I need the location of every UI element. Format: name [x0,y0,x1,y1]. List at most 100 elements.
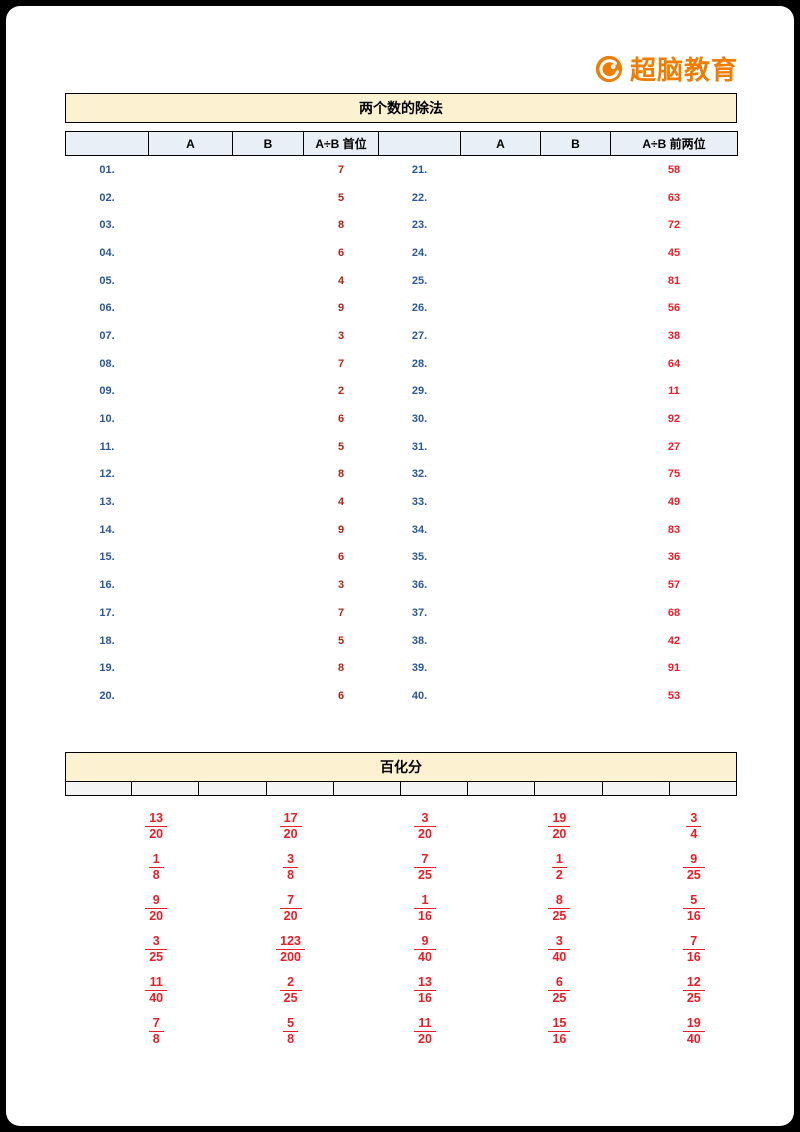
operand-b-right [541,516,611,544]
problem-number-right: 36. [411,579,428,592]
fraction-denominator: 16 [552,1032,567,1046]
strip-cell [265,781,334,796]
fraction-denominator: 25 [552,991,567,1005]
answer-first-two-digits: 68 [667,606,681,619]
operand-a-left [149,654,233,682]
operand-b-left [233,322,304,350]
table-row: 17. 7 37. 68 [66,599,738,627]
answer-first-two-digits: 57 [667,579,681,592]
operand-b-right [541,350,611,378]
fraction-answer: 8 25 [548,893,571,924]
problem-number-right: 39. [411,662,428,675]
column-header-blank-right [378,131,461,156]
operand-a-right [461,488,541,516]
fraction-answer: 7 8 [148,1016,164,1047]
answer-first-two-digits: 56 [667,302,681,315]
problem-number-left: 18. [99,634,115,647]
operand-b-right [541,433,611,461]
answer-first-digit: 7 [337,606,345,619]
problem-number-right: 34. [411,523,428,536]
fraction-denominator: 20 [149,827,164,841]
fraction-denominator: 20 [283,827,298,841]
operand-b-right [541,294,611,322]
fraction-numerator: 7 [682,934,705,950]
strip-cell [131,781,200,796]
fraction-denominator: 25 [418,868,432,882]
fraction-numerator: 17 [279,811,302,827]
fraction-numerator: 2 [279,975,302,991]
operand-a-left [149,322,233,350]
fraction-answer: 9 20 [145,893,168,924]
problem-number-left: 08. [99,357,115,370]
problem-number-left: 19. [99,662,115,675]
operand-a-left [149,267,233,295]
operand-b-left [233,433,304,461]
operand-a-right [461,433,541,461]
operand-b-left [233,184,304,212]
answer-first-digit: 6 [337,413,345,426]
fraction-denominator: 16 [418,909,432,923]
brand-logo-text: 超脑教育 [629,55,738,85]
worksheet-page: 超脑教育 两个数的除法 A B A÷B 首位 A B A÷B 前两位 [6,6,794,1126]
fraction-denominator: 40 [149,991,164,1005]
fraction-column: 13 20 1 8 9 20 3 25 11 40 7 8 [89,806,223,1052]
problem-number-right: 32. [411,468,428,481]
fraction-column: 17 20 3 8 7 20 123 200 2 25 5 8 [223,806,357,1052]
operand-b-left [233,405,304,433]
problem-number-left: 09. [99,385,115,398]
table-row: 07. 3 27. 38 [66,322,738,350]
operand-a-left [149,682,233,710]
answer-first-two-digits: 53 [667,689,681,702]
problem-number-right: 40. [411,689,428,702]
operand-b-right [541,488,611,516]
fraction-answer: 15 16 [548,1016,571,1047]
fraction-answer: 3 20 [414,811,436,842]
fraction-answer: 3 25 [145,934,168,965]
answer-first-digit: 8 [337,662,345,675]
operand-a-left [149,571,233,599]
operand-b-left [233,350,304,378]
operand-a-left [149,544,233,572]
problem-number-right: 21. [411,163,428,176]
problem-number-left: 02. [99,191,115,204]
strip-cell [65,781,133,796]
answer-first-two-digits: 45 [667,246,681,259]
problem-number-left: 01. [99,163,115,176]
fraction-answer: 11 40 [145,975,168,1006]
fraction-answer: 1 16 [414,893,436,924]
percent-answers: 13 20 1 8 9 20 3 25 11 40 7 8 17 20 3 8 … [65,796,737,1052]
operand-a-left [149,156,233,184]
problem-number-right: 22. [411,191,428,204]
answer-first-digit: 9 [337,523,345,536]
operand-b-left [233,239,304,267]
operand-b-right [541,627,611,655]
table-row: 01. 7 21. 58 [66,156,738,184]
fraction-numerator: 1 [414,893,436,909]
answer-first-two-digits: 11 [668,385,680,398]
operand-a-left [149,211,233,239]
answer-first-two-digits: 27 [667,440,681,453]
fraction-column: 3 20 7 25 1 16 9 40 13 16 11 20 [358,806,492,1052]
percent-header-strip [65,781,737,796]
fraction-answer: 17 20 [279,811,302,842]
fraction-numerator: 5 [682,893,705,909]
answer-first-digit: 5 [337,440,345,453]
fraction-denominator: 20 [283,909,298,923]
fraction-denominator: 20 [552,827,567,841]
table-row: 08. 7 28. 64 [66,350,738,378]
operand-a-right [461,322,541,350]
problem-number-left: 11. [99,440,115,453]
operand-b-left [233,516,304,544]
operand-a-left [149,294,233,322]
operand-a-left [149,461,233,489]
operand-b-left [233,627,304,655]
strip-cell [534,781,603,796]
strip-cell [668,781,737,796]
fraction-numerator: 9 [145,893,168,909]
fraction-denominator: 40 [418,950,432,964]
answer-first-two-digits: 75 [667,468,681,481]
problem-number-right: 25. [411,274,428,287]
division-header-row: A B A÷B 首位 A B A÷B 前两位 [65,131,738,156]
operand-b-left [233,267,304,295]
fraction-answer: 1 2 [551,852,567,883]
